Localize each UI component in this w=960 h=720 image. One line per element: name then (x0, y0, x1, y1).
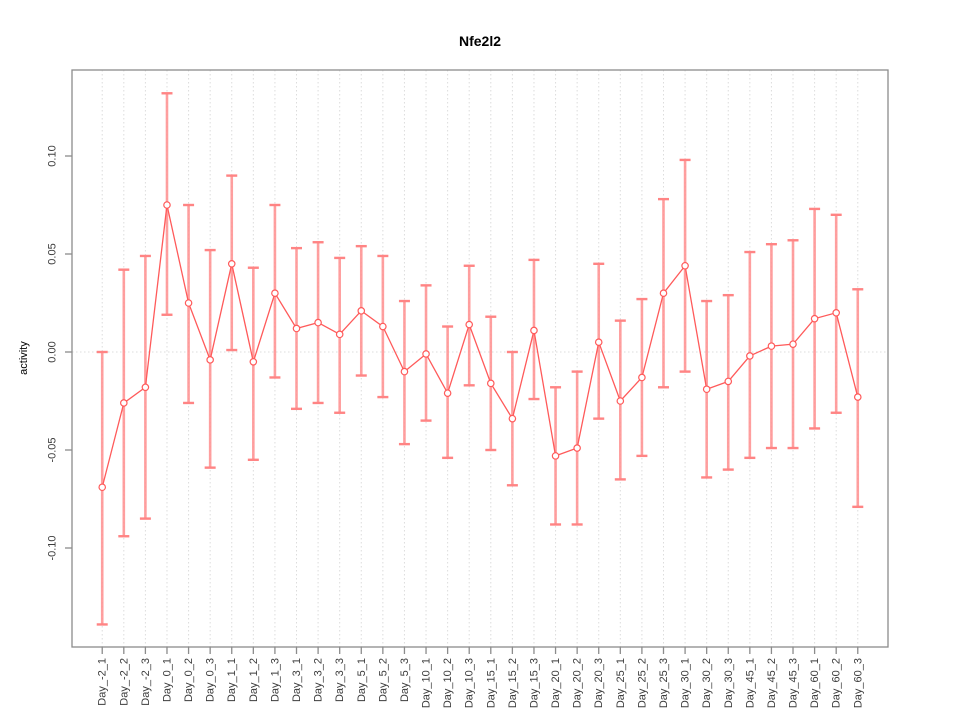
data-point (853, 393, 862, 401)
series-line (101, 204, 859, 488)
data-point (465, 320, 474, 329)
data-point (443, 389, 452, 397)
x-tick-label: Day_20_3 (593, 658, 605, 708)
y-tick-label: 0.05 (47, 243, 59, 264)
x-tick-label: Day_5_3 (399, 658, 411, 702)
data-point (681, 261, 689, 270)
data-layer (96, 92, 864, 626)
x-tick-label: Day_-2_3 (140, 658, 152, 706)
data-point (163, 201, 171, 209)
data-point (271, 289, 279, 298)
data-point (810, 314, 819, 323)
x-tick-label: Day_15_3 (528, 658, 540, 708)
data-point (702, 385, 711, 394)
x-tick-label: Day_10_1 (421, 658, 433, 708)
x-tick-label: Day_3_1 (291, 658, 303, 702)
y-tick-label: -0.10 (47, 535, 59, 560)
data-point (486, 379, 495, 388)
x-tick-label: Day_-2_2 (118, 658, 130, 706)
y-tick-label: 0.00 (47, 341, 59, 362)
data-point (184, 299, 193, 307)
data-point (594, 338, 603, 347)
x-tick-label: Day_3_3 (334, 658, 346, 702)
x-tick-label: Day_3_2 (313, 658, 325, 702)
data-point (746, 352, 754, 360)
x-tick-label: Day_1_3 (269, 658, 281, 702)
x-tick-label: Day_10_2 (442, 658, 454, 708)
data-point (357, 307, 366, 315)
plot-border (71, 69, 889, 648)
x-tick-label: Day_25_1 (615, 658, 627, 708)
data-point (400, 367, 409, 376)
data-point (141, 383, 150, 392)
data-point (120, 399, 128, 407)
data-point (206, 356, 214, 364)
data-point (314, 318, 322, 327)
data-point (551, 452, 560, 460)
x-tick-label: Day_20_1 (550, 658, 562, 708)
x-tick-label: Day_20_2 (572, 658, 584, 708)
x-tick-label: Day_30_2 (701, 658, 713, 708)
x-tick-label: Day_45_2 (766, 658, 778, 708)
x-tick-label: Day_1_2 (248, 658, 260, 702)
x-tick-label: Day_30_3 (723, 658, 735, 708)
x-tick-label: Day_30_1 (680, 658, 692, 708)
x-tick-label: Day_5_2 (377, 658, 389, 702)
axes-layer: -0.10 -0.05 0.00 0.05 0.10 Day_-2_1 Day_-2_2 Da… (47, 69, 889, 708)
y-axis-title: activity (18, 341, 30, 375)
data-point (227, 259, 236, 268)
x-tick-label: Day_15_1 (485, 658, 497, 708)
data-point (530, 326, 538, 335)
data-point (98, 483, 107, 492)
x-tick-label: Day_60_3 (852, 658, 864, 708)
x-tick-label: Day_0_3 (205, 658, 217, 702)
data-point (724, 377, 733, 386)
x-tick-label: Day_45_3 (788, 658, 800, 708)
x-tick-label: Day_60_2 (831, 658, 843, 708)
y-tick-label: 0.10 (47, 145, 59, 166)
x-tick-label: Day_25_3 (658, 658, 670, 708)
data-point (249, 357, 258, 366)
data-point (335, 330, 344, 339)
data-point (789, 340, 797, 348)
y-tick-label: -0.05 (47, 437, 59, 462)
x-tick-label: Day_0_2 (183, 658, 195, 702)
x-tick-label: Day_10_3 (464, 658, 476, 708)
x-tick-label: Day_0_1 (161, 658, 173, 702)
data-point (379, 322, 387, 331)
x-tick-label: Day_25_2 (636, 658, 648, 708)
x-tick-label: Day_60_1 (809, 658, 821, 708)
grid-layer (72, 70, 888, 647)
data-point (616, 397, 625, 405)
data-point (832, 308, 840, 317)
x-tick-label: Day_1_1 (226, 658, 238, 702)
x-tick-label: Day_-2_1 (97, 658, 109, 706)
x-tick-label: Day_45_1 (744, 658, 756, 708)
data-point (292, 324, 301, 333)
data-point (508, 414, 517, 423)
data-point (767, 342, 776, 350)
data-point (422, 350, 430, 358)
x-tick-label: Day_15_2 (507, 658, 519, 708)
data-point (659, 289, 668, 298)
chart-title: Nfe2l2 (459, 33, 501, 49)
data-point (573, 444, 581, 452)
data-point (638, 373, 646, 382)
x-tick-label: Day_5_1 (356, 658, 368, 702)
